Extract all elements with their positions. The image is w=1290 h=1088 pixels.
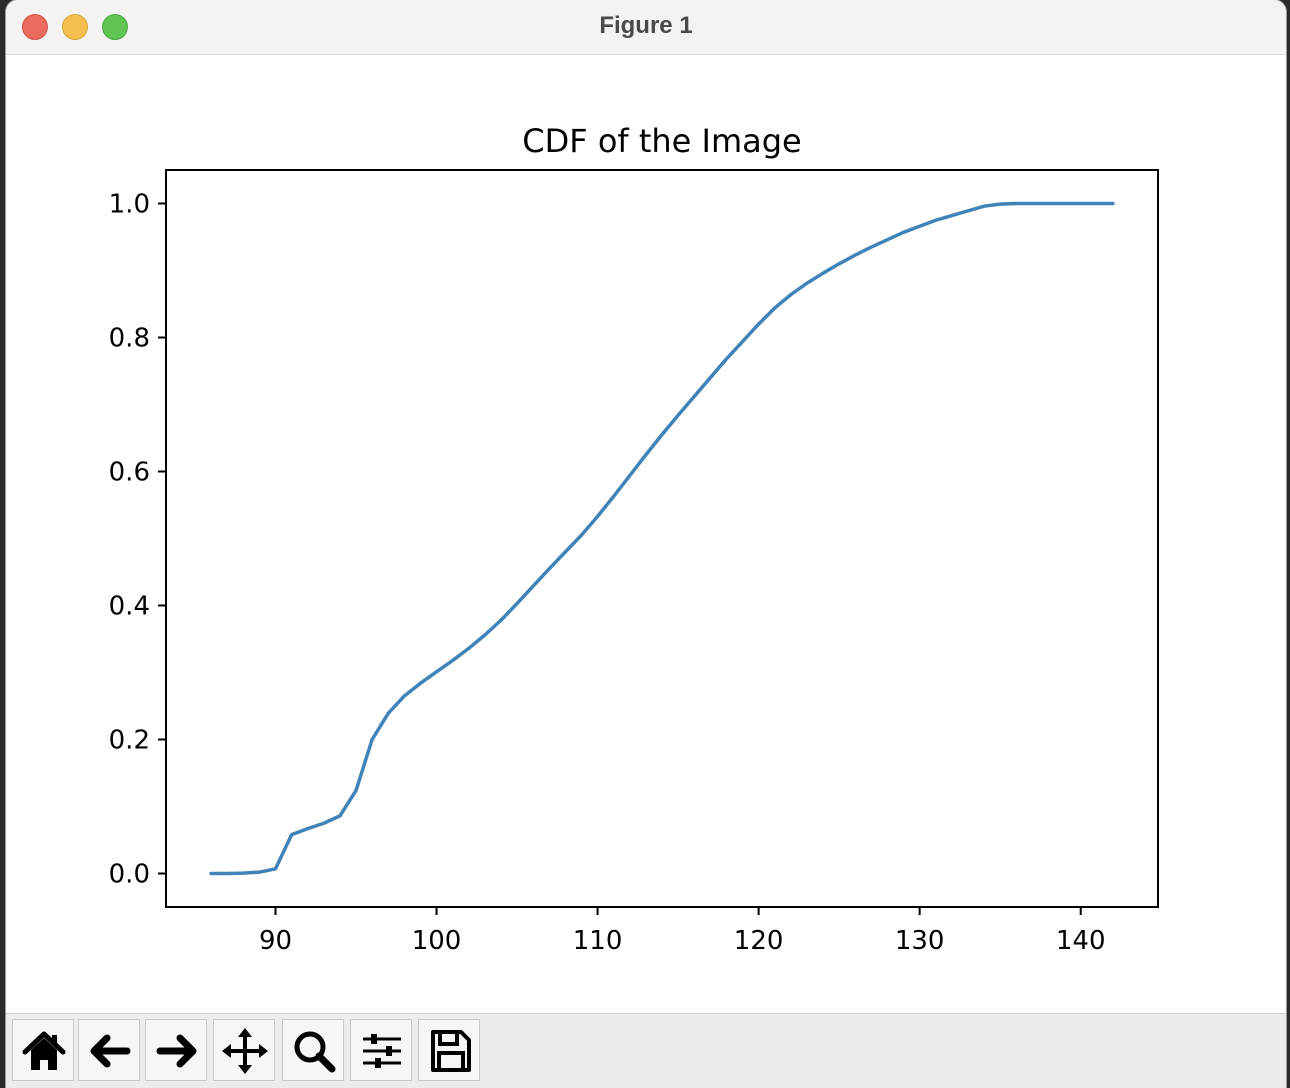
minimize-window-button[interactable]: [62, 14, 88, 40]
title-bar: Figure 1: [6, 0, 1286, 55]
figure-canvas: CDF of the Image 90 100 110 120 130 140 0.0 0.2 0…: [6, 55, 1286, 1013]
magnifier-icon: [294, 1031, 336, 1073]
y-tick-label: 0.0: [109, 860, 150, 890]
x-tick-label: 120: [734, 926, 784, 956]
x-tick-label: 130: [895, 926, 945, 956]
move-icon: [222, 1028, 268, 1074]
close-window-button[interactable]: [22, 14, 48, 40]
forward-button[interactable]: [145, 1019, 207, 1081]
floppy-disk-icon: [431, 1030, 471, 1072]
y-tick-label: 0.6: [109, 458, 150, 488]
figure-window: Figure 1 CDF of the Image 90 100 110 120 130 1…: [6, 0, 1286, 1088]
save-button[interactable]: [418, 1019, 480, 1081]
y-tick-label: 0.8: [109, 324, 150, 354]
arrow-left-icon: [90, 1034, 131, 1068]
zoom-button[interactable]: [282, 1019, 344, 1081]
y-tick-label: 0.2: [109, 726, 150, 756]
arrow-right-icon: [156, 1034, 197, 1068]
cdf-chart: CDF of the Image 90 100 110 120 130 140 0.0 0.2 0…: [109, 122, 1159, 956]
series-line-0: [209, 201, 1115, 876]
zoom-window-button[interactable]: [102, 14, 128, 40]
window-title: Figure 1: [599, 12, 693, 39]
pan-button[interactable]: [213, 1019, 275, 1081]
x-tick-label: 140: [1056, 926, 1106, 956]
axes-frame: [165, 169, 1159, 908]
y-tick-label: 0.4: [109, 592, 150, 622]
home-button[interactable]: [12, 1019, 74, 1081]
back-button[interactable]: [78, 1019, 140, 1081]
configure-subplots-button[interactable]: [350, 1019, 412, 1081]
x-tick-label: 90: [259, 926, 292, 956]
x-tick-label: 110: [573, 926, 623, 956]
y-tick-label: 1.0: [109, 190, 150, 220]
chart-title: CDF of the Image: [522, 122, 801, 160]
sliders-icon: [363, 1034, 401, 1068]
x-tick-label: 100: [412, 926, 462, 956]
home-icon: [22, 1031, 66, 1070]
navigation-toolbar: [6, 1013, 1286, 1088]
